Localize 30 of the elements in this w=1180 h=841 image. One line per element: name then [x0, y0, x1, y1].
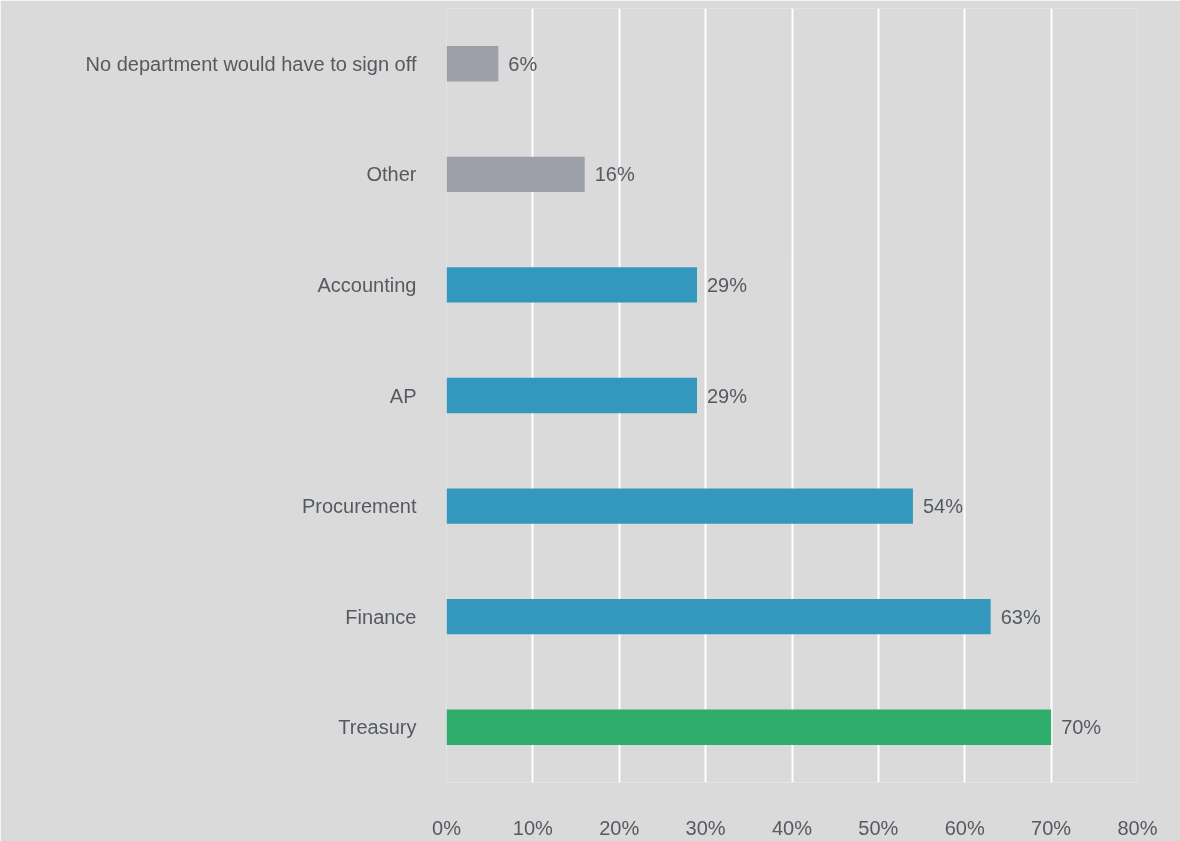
- y-tick-label: Treasury: [338, 716, 417, 739]
- data-label: 29%: [706, 384, 748, 407]
- x-tick-label: 70%: [1031, 816, 1072, 839]
- x-tick-label: 40%: [771, 816, 813, 839]
- data-label: 6%: [508, 52, 538, 75]
- bar: [446, 46, 499, 82]
- bar: [446, 156, 585, 193]
- bar: [446, 377, 697, 414]
- y-tick-label: Accounting: [317, 273, 417, 296]
- x-tick-label: 50%: [858, 816, 899, 839]
- bar: [446, 709, 1052, 745]
- y-tick-label: AP: [389, 384, 417, 407]
- x-tick-label: 60%: [944, 816, 985, 839]
- x-tick-label: 30%: [685, 816, 726, 839]
- y-tick-label: Other: [366, 163, 417, 186]
- x-tick-label: 80%: [1117, 816, 1158, 839]
- x-tick-label: 0%: [432, 816, 462, 839]
- bar: [446, 598, 991, 635]
- data-label: 16%: [594, 163, 635, 186]
- data-label: 63%: [1000, 605, 1041, 628]
- y-tick-label: Procurement: [302, 495, 417, 518]
- bar: [446, 267, 697, 303]
- y-tick-label: Finance: [345, 605, 417, 628]
- data-label: 70%: [1061, 716, 1102, 739]
- x-tick-label: 10%: [512, 816, 554, 839]
- x-tick-label: 20%: [599, 816, 640, 839]
- y-tick-label: No department would have to sign off: [85, 52, 417, 75]
- data-label: 54%: [922, 495, 964, 518]
- data-label: 29%: [706, 273, 748, 296]
- bar: [446, 488, 913, 524]
